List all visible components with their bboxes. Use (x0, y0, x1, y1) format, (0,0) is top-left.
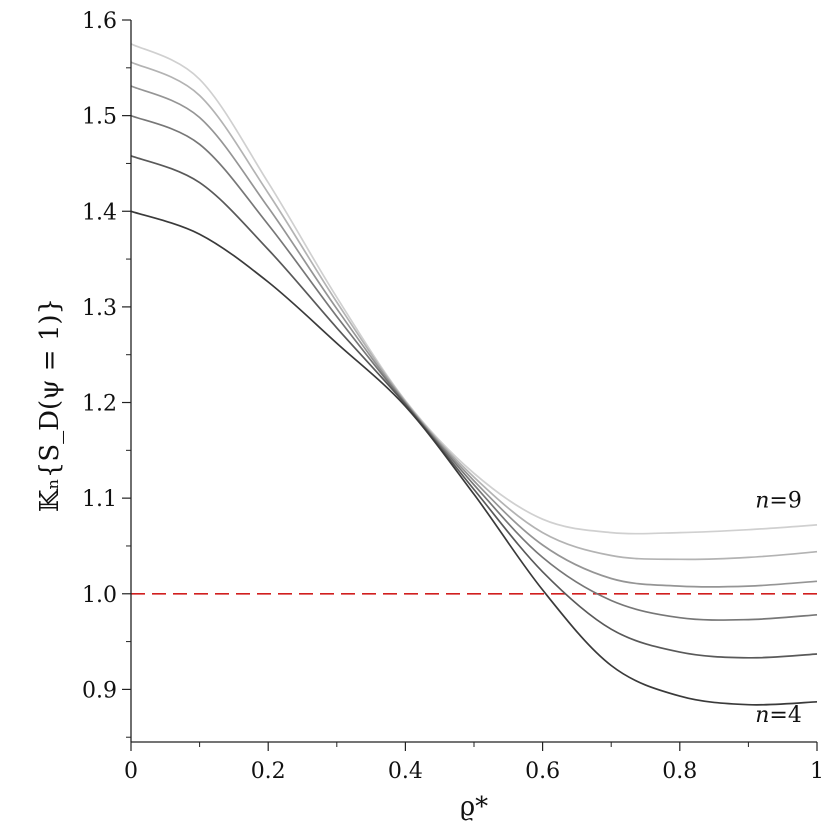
y-tick-label: 1.3 (82, 296, 117, 321)
series-line-1 (130, 210, 818, 706)
y-tick-label: 1.2 (82, 392, 117, 417)
y-tick-label: 1.0 (82, 583, 117, 608)
annotations: n=9 n=4 (755, 489, 802, 728)
x-tick-label: 0.4 (388, 759, 423, 784)
y-axis-title: 𝕂ₙ{S_D(ψ = 1)} (35, 298, 65, 512)
series-line-4 (130, 85, 818, 588)
x-tick-label: 1 (810, 759, 824, 784)
series-annotation-2: n=4 (755, 703, 802, 728)
y-tick-label: 1.1 (82, 487, 117, 512)
y-tick-label: 1.5 (82, 105, 117, 130)
series-line-3 (130, 114, 818, 621)
y-tick-label: 1.4 (82, 200, 117, 225)
series-annotation-1: n=9 (755, 489, 802, 514)
x-axis-title: ϱ* (460, 792, 488, 822)
y-tick-label: 1.6 (82, 9, 117, 34)
x-tick-label: 0.6 (525, 759, 560, 784)
series-line-6 (130, 43, 818, 535)
series-group (130, 43, 818, 706)
x-tick-label: 0.2 (251, 759, 286, 784)
series-line-5 (130, 61, 818, 561)
series-line-2 (130, 155, 818, 659)
axes: 0 0.2 0.4 0.6 0.8 1 0.9 1.0 1.1 1.2 1.3 1.4 1.5 1.6 (82, 9, 824, 784)
y-tick-label: 0.9 (82, 678, 117, 703)
x-tick-label: 0.8 (662, 759, 697, 784)
x-tick-label: 0 (124, 759, 138, 784)
